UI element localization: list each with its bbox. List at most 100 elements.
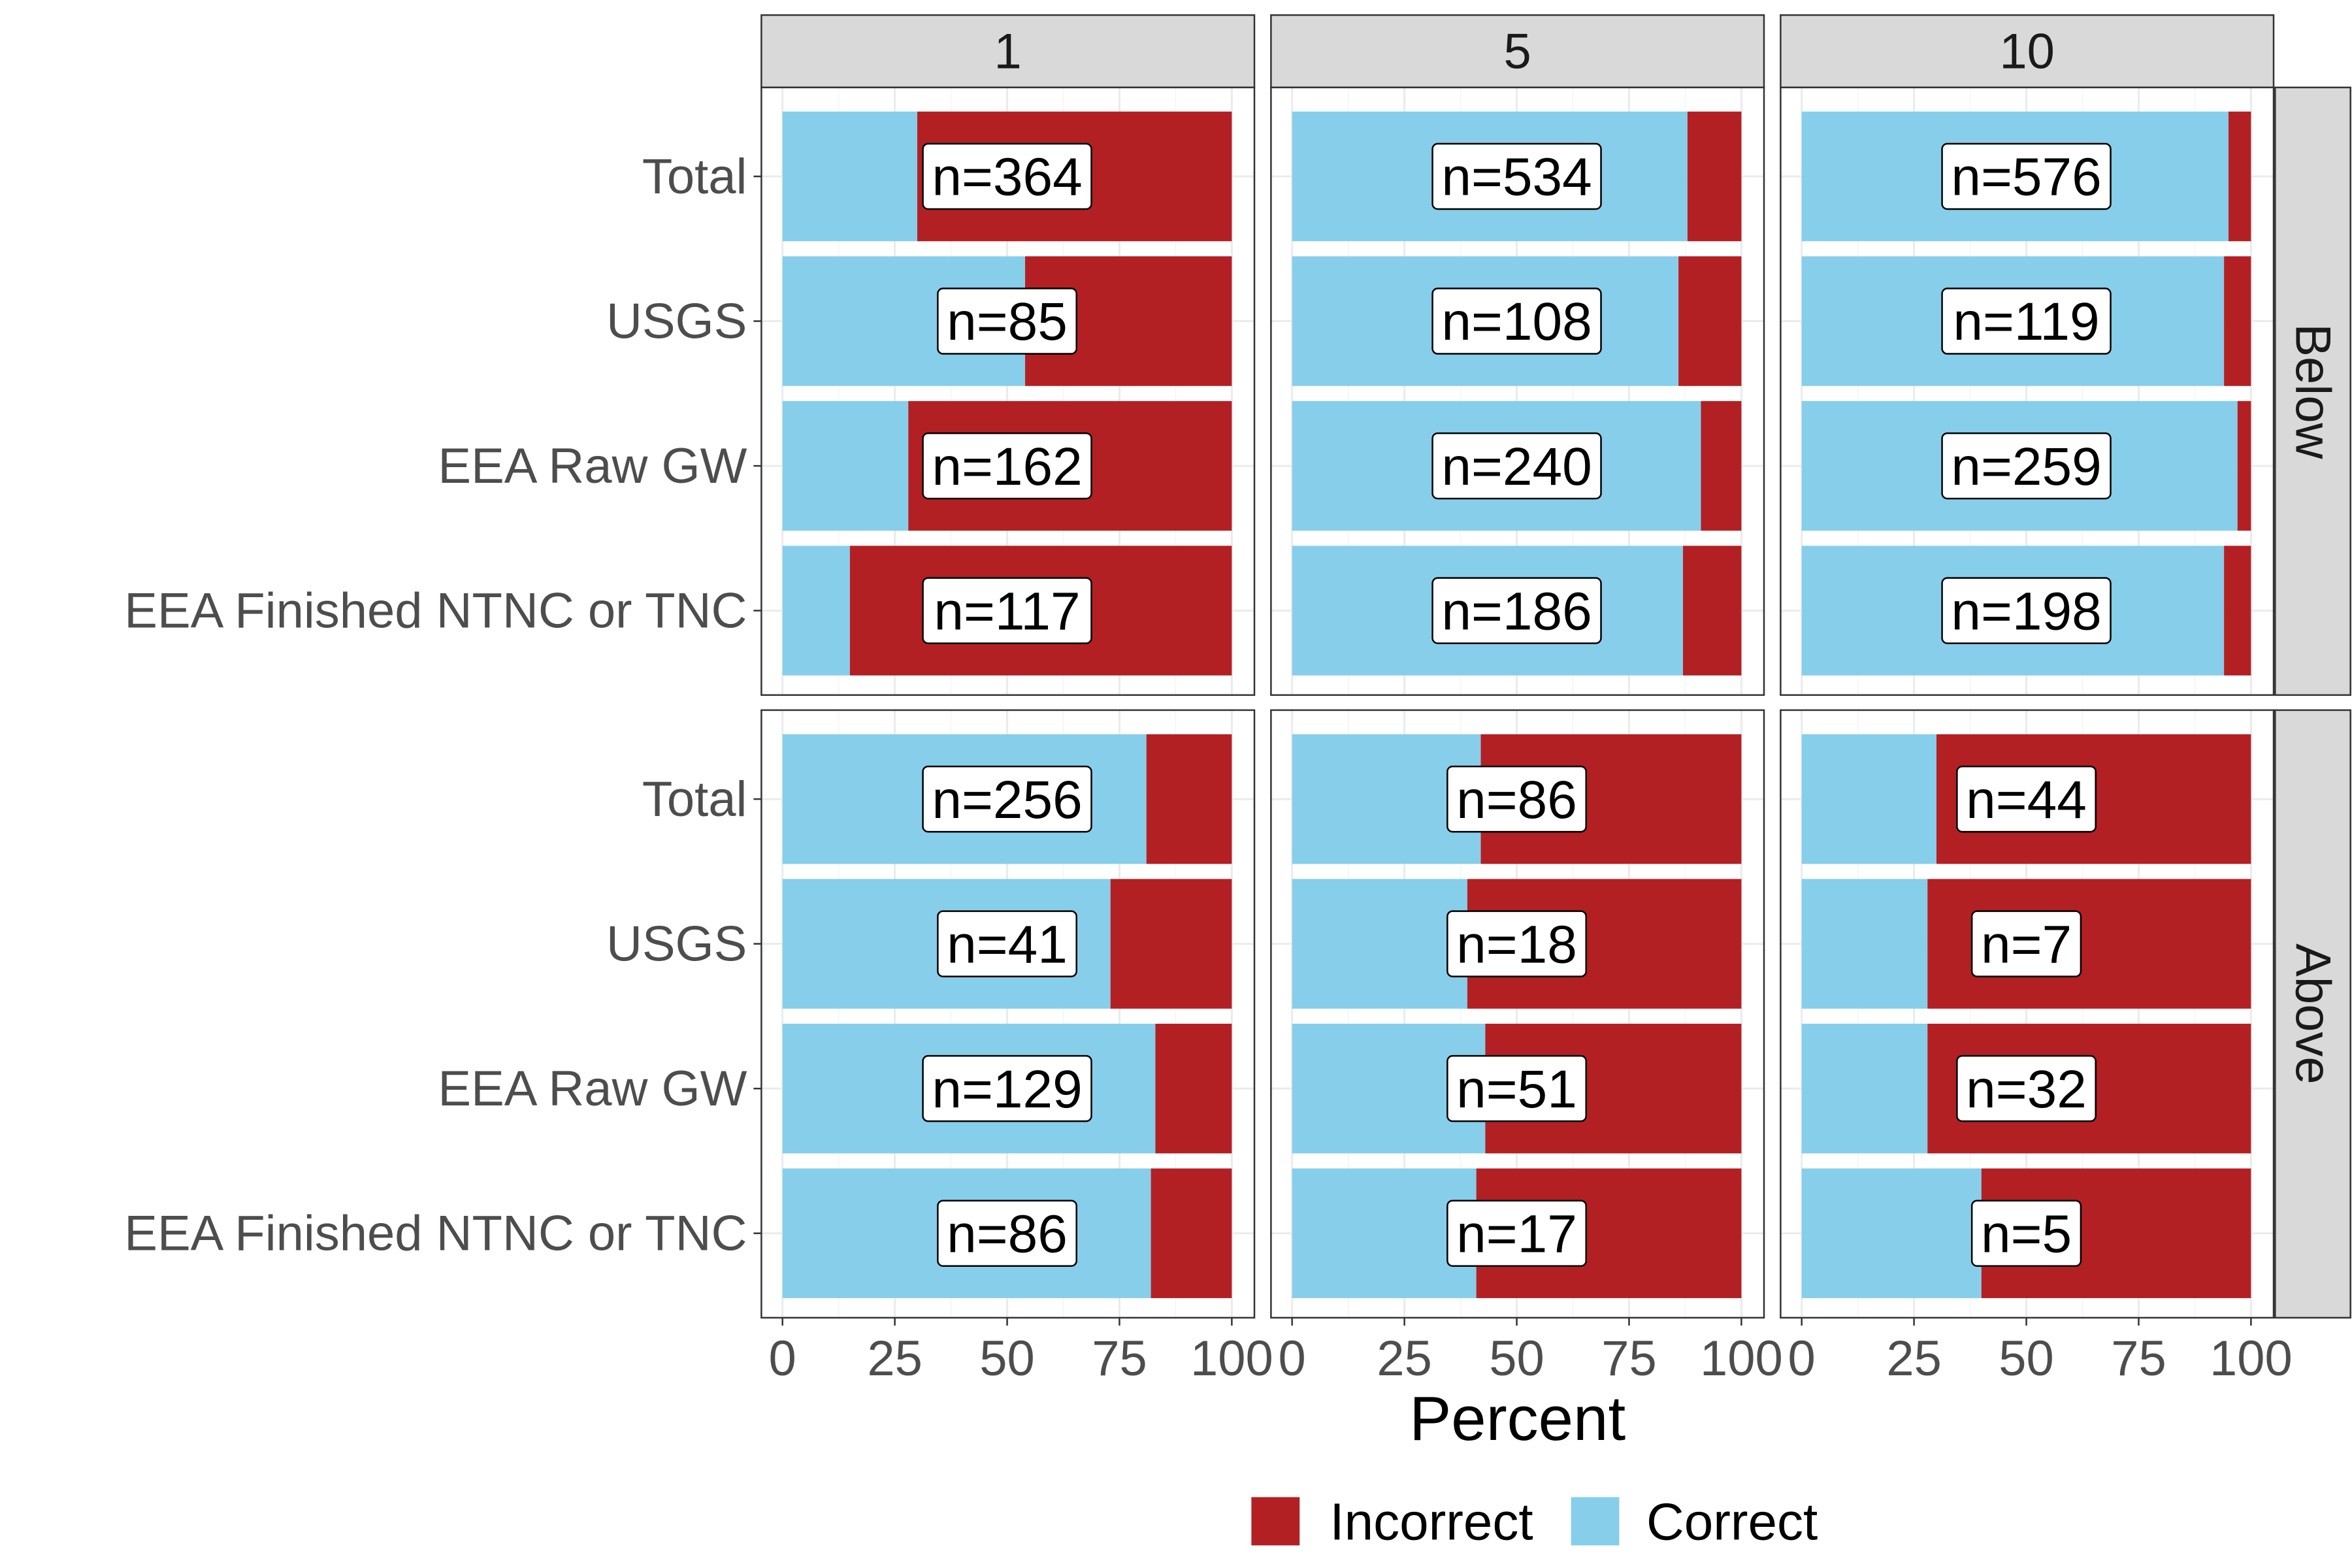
n-label-box xyxy=(922,577,1092,644)
col-strip-label: 10 xyxy=(1999,24,2055,79)
n-label-box xyxy=(1446,1054,1587,1122)
x-tick-label: 50 xyxy=(1999,1331,2054,1386)
n-label-box xyxy=(1431,577,1602,644)
x-tick-label: 0 xyxy=(1279,1331,1306,1386)
x-tick-label: 100 xyxy=(1190,1331,1273,1386)
n-label: n=86 xyxy=(947,1204,1068,1264)
bar-incorrect xyxy=(1687,111,1742,242)
n-label-box xyxy=(922,765,1092,833)
col-strip-1 xyxy=(760,14,1256,89)
legend-label: Incorrect xyxy=(1330,1492,1533,1550)
n-label: n=85 xyxy=(947,292,1068,351)
x-tick-label: 25 xyxy=(1377,1331,1432,1386)
n-label-box xyxy=(1956,1054,2097,1122)
n-label: n=117 xyxy=(934,581,1080,641)
bar-incorrect xyxy=(1110,879,1232,1009)
n-label: n=51 xyxy=(1456,1060,1577,1119)
y-tick-label: EEA Raw GW xyxy=(438,1061,747,1117)
n-label-box xyxy=(922,142,1092,210)
n-label: n=7 xyxy=(1981,915,2072,974)
x-tick-label: 75 xyxy=(2111,1331,2166,1386)
n-label: n=108 xyxy=(1441,292,1592,351)
panel-border xyxy=(1780,86,2275,696)
bar-incorrect xyxy=(1146,734,1232,864)
panel-border xyxy=(1270,86,1765,696)
n-label-box xyxy=(1431,287,1602,355)
n-label: n=256 xyxy=(932,770,1082,830)
bar-incorrect xyxy=(1682,546,1742,676)
n-label-box xyxy=(1941,287,2112,355)
n-label-box xyxy=(1970,910,2082,977)
bar-incorrect xyxy=(2229,111,2251,242)
bar-correct xyxy=(782,400,909,531)
y-tick-label: EEA Finished NTNC or TNC xyxy=(124,1206,747,1262)
n-label: n=186 xyxy=(1441,581,1592,641)
n-label-box xyxy=(1431,142,1602,210)
n-label: n=41 xyxy=(947,915,1068,974)
y-tick-label: EEA Raw GW xyxy=(438,438,747,494)
n-label-box xyxy=(1446,765,1587,833)
col-strip-label: 5 xyxy=(1504,24,1531,79)
col-strip-label: 1 xyxy=(994,24,1022,79)
x-tick-label: 75 xyxy=(1092,1331,1147,1386)
bar-correct xyxy=(1801,879,1928,1009)
bar-incorrect xyxy=(1151,1168,1232,1298)
n-label-box xyxy=(1941,142,2112,210)
n-label-box xyxy=(937,287,1077,355)
n-label: n=364 xyxy=(932,148,1082,207)
bar-correct xyxy=(1801,1168,1982,1298)
bar-incorrect xyxy=(1678,256,1742,386)
col-strip-5 xyxy=(1270,14,1765,89)
n-label: n=17 xyxy=(1456,1204,1577,1264)
n-label-box xyxy=(1431,432,1602,500)
x-tick-label: 50 xyxy=(979,1331,1035,1386)
n-label: n=534 xyxy=(1441,148,1592,207)
n-label-box xyxy=(922,1054,1092,1122)
legend-key-incorrect xyxy=(1251,1497,1300,1546)
bar-incorrect xyxy=(1155,1023,1232,1154)
row-strip-label: Above xyxy=(2285,943,2341,1085)
n-label: n=162 xyxy=(932,437,1082,497)
panel-border xyxy=(760,86,1256,696)
bar-incorrect xyxy=(2224,256,2251,386)
y-tick-label: USGS xyxy=(606,294,747,350)
bar-incorrect xyxy=(2237,400,2251,531)
bar-correct xyxy=(782,111,917,242)
col-strip-10 xyxy=(1780,14,2275,89)
n-label-box xyxy=(1446,1200,1587,1267)
n-label-box xyxy=(937,1200,1077,1267)
n-label-box xyxy=(1956,765,2097,833)
n-label: n=259 xyxy=(1951,437,2101,497)
x-axis-title: Percent xyxy=(1409,1384,1625,1454)
n-label: n=119 xyxy=(1953,292,2099,351)
x-tick-label: 75 xyxy=(1601,1331,1657,1386)
n-label-box xyxy=(1970,1200,2082,1267)
n-label-box xyxy=(1941,577,2112,644)
n-label: n=576 xyxy=(1951,148,2101,207)
legend-key-correct xyxy=(1571,1497,1620,1546)
x-tick-label: 0 xyxy=(769,1331,796,1386)
bar-correct xyxy=(1801,734,1936,864)
n-label: n=18 xyxy=(1456,915,1577,974)
bar-incorrect xyxy=(2224,546,2251,676)
x-tick-label: 25 xyxy=(1886,1331,1942,1386)
n-label-box xyxy=(922,432,1092,500)
x-tick-label: 0 xyxy=(1788,1331,1816,1386)
y-tick-label: Total xyxy=(642,772,747,827)
row-strip-below xyxy=(2274,86,2351,696)
n-label: n=32 xyxy=(1966,1060,2087,1119)
bar-correct xyxy=(1292,879,1467,1009)
x-tick-label: 25 xyxy=(867,1331,923,1386)
n-label: n=240 xyxy=(1441,437,1592,497)
n-label: n=86 xyxy=(1456,770,1577,830)
y-tick-label: EEA Finished NTNC or TNC xyxy=(124,583,747,639)
n-label: n=129 xyxy=(932,1060,1082,1119)
n-label-box xyxy=(1941,432,2112,500)
bar-correct xyxy=(1801,1023,1928,1154)
y-tick-label: USGS xyxy=(606,917,747,972)
n-label: n=198 xyxy=(1951,581,2101,641)
n-label: n=5 xyxy=(1981,1204,2072,1264)
bar-correct xyxy=(782,546,850,676)
row-strip-label: Below xyxy=(2285,323,2341,459)
